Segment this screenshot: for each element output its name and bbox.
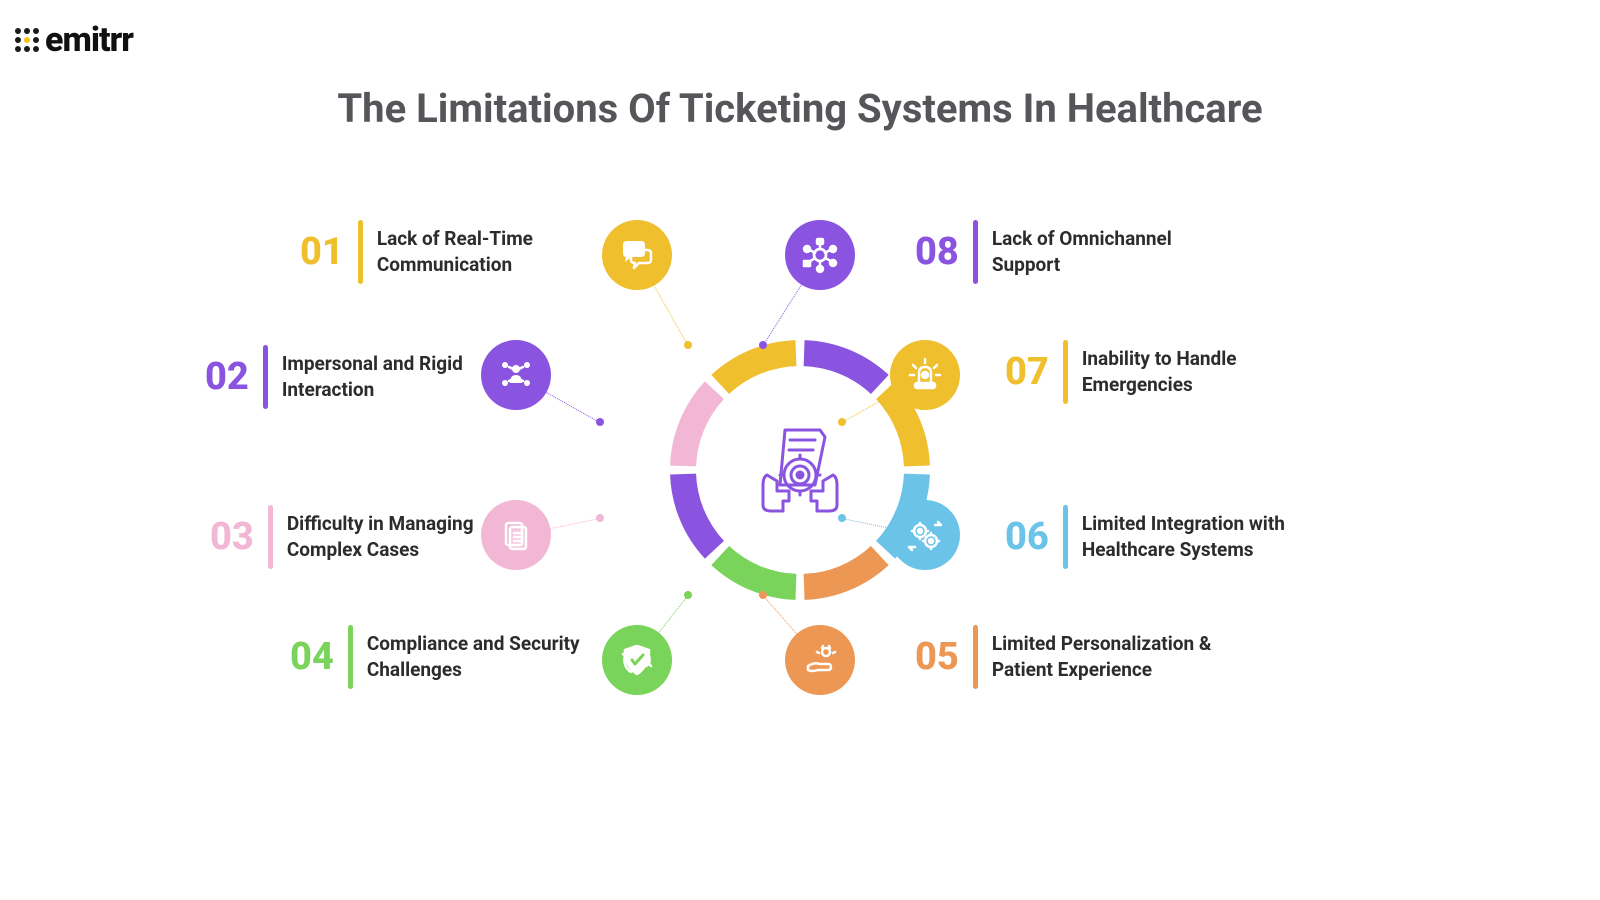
connector-dot (596, 418, 604, 426)
limitation-item: 07 Inability to Handle Emergencies (1005, 340, 1312, 404)
item-number: 07 (1005, 353, 1049, 391)
item-label: Limited Integration with Healthcare Syst… (1082, 511, 1312, 562)
connector-dot (838, 418, 846, 426)
accent-bar (1063, 340, 1068, 404)
limitation-item: 05 Limited Personalization & Patient Expe… (915, 625, 1222, 689)
connector-dot (684, 591, 692, 599)
item-label: Limited Personalization & Patient Experi… (992, 631, 1222, 682)
accent-bar (268, 505, 273, 569)
connector-dot (759, 591, 767, 599)
item-number: 08 (915, 233, 959, 271)
item-label: Difficulty in Managing Complex Cases (287, 511, 517, 562)
limitation-item: 01 Lack of Real-Time Communication (300, 220, 607, 284)
item-number: 01 (300, 233, 344, 271)
accent-bar (1063, 505, 1068, 569)
connector-dot (759, 341, 767, 349)
connector-dot (596, 514, 604, 522)
limitation-item: 06 Limited Integration with Healthcare Sy… (1005, 505, 1312, 569)
item-label: Compliance and Security Challenges (367, 631, 597, 682)
siren-icon (890, 340, 960, 410)
gears-icon (890, 500, 960, 570)
chat-icon (602, 220, 672, 290)
center-icon (745, 415, 855, 525)
item-number: 05 (915, 638, 959, 676)
logo-text: emitrr (45, 20, 133, 60)
limitation-item: 02 Impersonal and Rigid Interaction (205, 345, 512, 409)
connector-dot (684, 341, 692, 349)
limitation-item: 03 Difficulty in Managing Complex Cases (210, 505, 517, 569)
accent-bar (973, 220, 978, 284)
hand-icon (785, 625, 855, 695)
item-label: Lack of Real-Time Communication (377, 226, 607, 277)
accent-bar (358, 220, 363, 284)
network-icon (785, 220, 855, 290)
item-number: 03 (210, 518, 254, 556)
item-label: Inability to Handle Emergencies (1082, 346, 1312, 397)
limitation-item: 08 Lack of Omnichannel Support (915, 220, 1222, 284)
item-label: Impersonal and Rigid Interaction (282, 351, 512, 402)
limitation-item: 04 Compliance and Security Challenges (290, 625, 597, 689)
page-title: The Limitations Of Ticketing Systems In … (0, 85, 1600, 132)
accent-bar (973, 625, 978, 689)
accent-bar (263, 345, 268, 409)
item-label: Lack of Omnichannel Support (992, 226, 1222, 277)
item-number: 02 (205, 358, 249, 396)
radial-diagram: 01 Lack of Real-Time Communication 02 Imper… (0, 170, 1600, 770)
logo-mark (15, 28, 39, 52)
connector-dot (838, 514, 846, 522)
item-number: 04 (290, 638, 334, 676)
brand-logo: emitrr (15, 20, 133, 60)
shield-icon (602, 625, 672, 695)
accent-bar (348, 625, 353, 689)
item-number: 06 (1005, 518, 1049, 556)
